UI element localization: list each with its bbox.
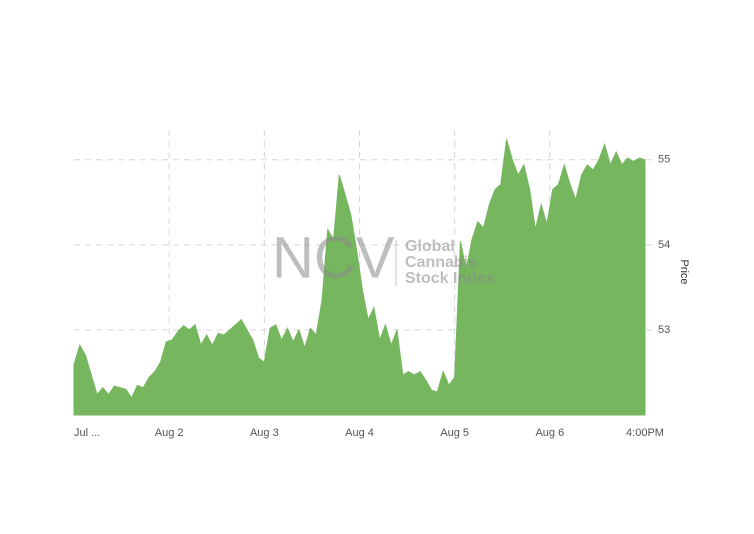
x-tick-label: Aug 5 — [440, 427, 469, 439]
area — [73, 139, 646, 416]
y-axis-label: Price — [678, 259, 690, 284]
y-tick-label: 53 — [658, 324, 670, 336]
x-tick-label: Aug 2 — [155, 427, 184, 439]
x-tick-label: Aug 4 — [345, 427, 374, 439]
y-tick-label: 55 — [658, 154, 670, 166]
x-tick-label: Jul ... — [74, 427, 100, 439]
watermark-line: Cannabis — [405, 254, 477, 271]
watermark-line: Stock Index — [405, 270, 495, 287]
x-tick-label: 4:00PM — [626, 427, 664, 439]
watermark-line: Global — [405, 238, 455, 255]
plot — [73, 139, 646, 416]
x-tick-label: Aug 6 — [535, 427, 564, 439]
y-tick-label: 54 — [658, 239, 670, 251]
watermark-logo: NCV — [272, 225, 395, 290]
watermark: NCV Global Cannabis Stock Index — [272, 225, 495, 290]
x-tick-label: Aug 3 — [250, 427, 279, 439]
